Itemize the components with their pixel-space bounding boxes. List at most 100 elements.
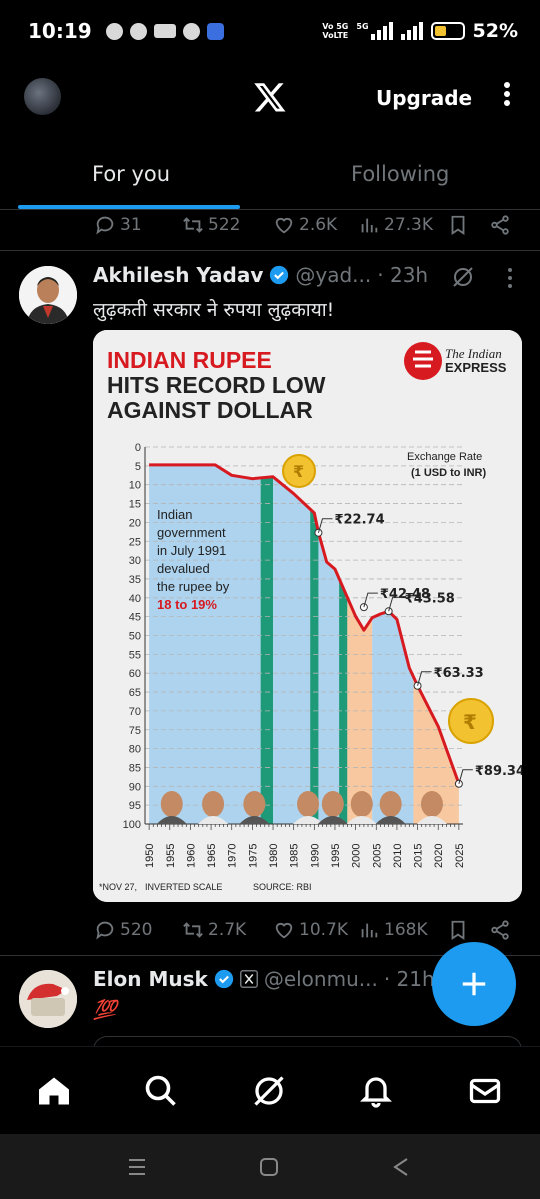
leader-face-4: [321, 791, 344, 817]
chart-title-1: INDIAN RUPEE: [107, 347, 272, 373]
y-tick-label: 40: [129, 593, 141, 605]
home-icon[interactable]: [36, 1073, 72, 1109]
footer-date: *NOV 27,: [99, 882, 137, 892]
bookmark-button[interactable]: [447, 214, 469, 236]
y-tick-label: 20: [129, 517, 141, 529]
recent-apps-icon[interactable]: [126, 1156, 148, 1178]
author-avatar[interactable]: [19, 970, 77, 1028]
bookmark-button[interactable]: [447, 919, 469, 941]
footer-source: SOURCE: RBI: [253, 882, 312, 892]
leader-body-2: [239, 816, 270, 824]
leader-body-6: [375, 816, 406, 824]
author-handle[interactable]: @yad...: [295, 263, 372, 287]
network-5g-label: 5G: [356, 22, 369, 31]
y-tick-label: 75: [129, 725, 141, 737]
repost-icon: [183, 217, 203, 233]
reply-button[interactable]: 520: [94, 919, 152, 941]
y-tick-label: 90: [129, 781, 141, 793]
repost-button[interactable]: 2.7K: [182, 919, 246, 941]
paytm-notification-icon: [153, 24, 176, 38]
repost-button[interactable]: 522: [182, 214, 240, 236]
search-icon[interactable]: [143, 1073, 179, 1109]
note-line-4: devalued: [157, 561, 210, 576]
leader-face-0: [160, 791, 183, 817]
x-tick-label: 2005: [371, 844, 383, 868]
rupee-chart: INDIAN RUPEE HITS RECORD LOW AGAINST DOL…: [93, 330, 522, 902]
timeline-tabs: For you Following: [0, 150, 540, 210]
x-tick-label: 1990: [309, 844, 321, 868]
x-tick-label: 1955: [165, 844, 177, 868]
rupee-coin-icon-2: [448, 698, 494, 744]
leader-face-6: [379, 791, 402, 817]
x-tick-label: 1960: [185, 844, 197, 868]
views-count: 168K: [384, 920, 428, 940]
post-more-icon[interactable]: [508, 268, 514, 288]
leader-face-7: [420, 791, 443, 817]
system-navigation: [0, 1134, 540, 1199]
views-button[interactable]: 168K: [358, 919, 428, 941]
like-button[interactable]: 10.7K: [273, 919, 348, 941]
author-name[interactable]: Elon Musk: [93, 967, 208, 991]
annotation-point: [384, 607, 393, 616]
author-avatar[interactable]: [19, 266, 77, 324]
network-bottom-label: VoLTE: [322, 31, 349, 40]
verified-badge-icon: [214, 969, 233, 989]
annotation-leader: [458, 769, 473, 784]
author-handle[interactable]: @elonmu...: [263, 967, 378, 991]
plus-icon: [462, 972, 486, 996]
more-options-icon[interactable]: [500, 80, 514, 112]
svg-text:₹: ₹: [463, 710, 477, 734]
grok-icon[interactable]: [451, 265, 475, 289]
tab-following[interactable]: Following: [351, 162, 450, 186]
heart-icon: [275, 922, 293, 939]
compose-button[interactable]: [432, 942, 516, 1026]
like-count: 2.6K: [299, 215, 338, 235]
back-icon[interactable]: [390, 1156, 412, 1178]
leader-body-5: [346, 816, 377, 824]
upgrade-button[interactable]: Upgrade: [376, 86, 473, 110]
x-affiliate-icon: [239, 970, 258, 988]
x-tick-label: 1965: [206, 844, 218, 868]
y-tick-label: 35: [129, 574, 141, 586]
share-button[interactable]: [489, 214, 511, 236]
leader-body-1: [198, 816, 229, 824]
leader-face-1: [202, 791, 225, 817]
note-line-1: Indian: [157, 507, 192, 522]
post-text: लुढ़कती सरकार ने रुपया लुढ़काया!: [93, 299, 335, 321]
x-tick-label: 1975: [247, 844, 259, 868]
era-band-3: [310, 509, 319, 824]
y-tick-label: 10: [129, 480, 141, 492]
messages-icon[interactable]: [467, 1073, 503, 1109]
repost-count: 522: [208, 215, 241, 235]
post-image-chart[interactable]: INDIAN RUPEE HITS RECORD LOW AGAINST DOL…: [93, 330, 522, 902]
reply-button[interactable]: 31: [94, 214, 142, 236]
annotation-label: ₹89.34: [475, 764, 522, 779]
chat-notification-icon: [105, 22, 123, 40]
notifications-icon[interactable]: [358, 1073, 394, 1109]
grok-icon[interactable]: [251, 1073, 287, 1109]
tab-for-you[interactable]: For you: [92, 162, 171, 186]
x-tick-label: 2000: [351, 844, 363, 868]
profile-avatar[interactable]: [24, 78, 61, 115]
home-system-icon[interactable]: [258, 1156, 280, 1178]
y-tick-label: 85: [129, 762, 141, 774]
annotation-leader: [317, 518, 333, 533]
x-logo-icon[interactable]: [252, 80, 288, 123]
more-notifications-icon: [182, 22, 200, 40]
bookmark-icon: [451, 215, 465, 235]
post-actions: 520 2.7K 10.7K 168K: [0, 915, 540, 945]
views-button[interactable]: 27.3K: [358, 214, 433, 236]
era-band-4: [318, 532, 340, 824]
author-name[interactable]: Akhilesh Yadav: [93, 263, 264, 287]
battery-icon: [430, 22, 465, 40]
annotation-label: ₹43.58: [405, 591, 455, 606]
signal-icon: [400, 22, 423, 40]
network-label: Vo 5G VoLTE: [322, 22, 348, 40]
x-tick-label: 2025: [454, 844, 466, 868]
like-button[interactable]: 2.6K: [273, 214, 337, 236]
share-button[interactable]: [489, 919, 511, 941]
leader-face-2: [243, 791, 266, 817]
era-band-5: [339, 578, 348, 824]
brand-line-2: EXPRESS: [445, 360, 507, 375]
annotation-leader: [417, 671, 432, 686]
